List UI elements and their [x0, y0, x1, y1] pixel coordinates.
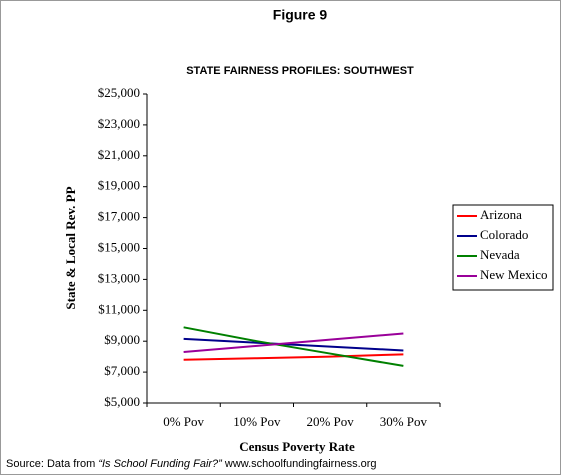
legend-label: Arizona [480, 207, 522, 222]
y-tick-label: $5,000 [104, 394, 140, 409]
series-line [183, 332, 404, 354]
x-tick-label: 20% Pov [306, 414, 354, 429]
y-tick-label: $19,000 [98, 178, 140, 193]
chart-title: STATE FAIRNESS PROFILES: SOUTHWEST [186, 65, 414, 77]
legend-label: Colorado [480, 227, 528, 242]
y-tick-label: $17,000 [98, 209, 140, 224]
x-tick-label: 0% Pov [163, 414, 204, 429]
series-line [183, 326, 404, 367]
y-tick-label: $25,000 [98, 85, 140, 100]
figure-label: Figure 9 [273, 7, 328, 23]
series-line [183, 353, 404, 361]
source-url: www.schoolfundingfairness.org [222, 458, 377, 470]
x-tick-label: 30% Pov [380, 414, 428, 429]
legend-label: Nevada [480, 247, 520, 262]
y-tick-label: $7,000 [104, 363, 140, 378]
source-prefix: Source: Data from [6, 458, 98, 470]
y-tick-label: $13,000 [98, 270, 140, 285]
series-line [183, 337, 404, 352]
x-axis-label: Census Poverty Rate [239, 439, 355, 454]
y-tick-label: $11,000 [98, 301, 140, 316]
y-tick-label: $23,000 [98, 116, 140, 131]
y-tick-label: $15,000 [98, 239, 140, 254]
source-publication: “Is School Funding Fair?” [98, 458, 223, 470]
x-tick-label: 10% Pov [233, 414, 281, 429]
source-note: Source: Data from “Is School Funding Fai… [6, 458, 377, 470]
y-tick-label: $9,000 [104, 332, 140, 347]
y-axis-label: State & Local Rev. PP [63, 186, 78, 309]
legend-label: New Mexico [480, 267, 548, 282]
y-tick-label: $21,000 [98, 147, 140, 162]
